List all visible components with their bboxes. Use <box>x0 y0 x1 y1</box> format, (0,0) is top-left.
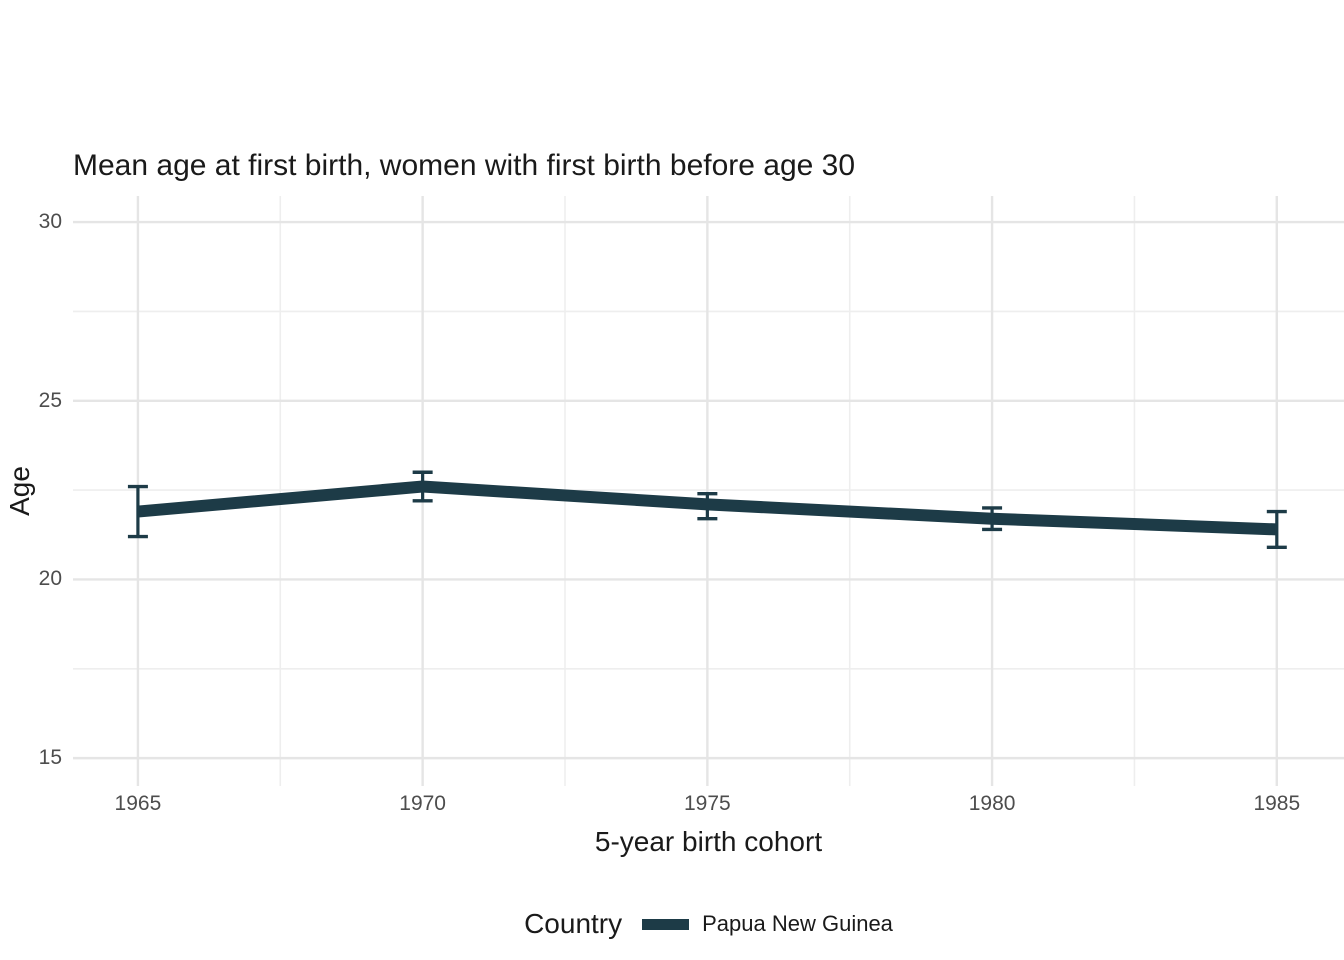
x-tick-label: 1975 <box>684 792 731 815</box>
y-tick-label: 30 <box>38 210 62 234</box>
legend-swatch-line <box>642 918 690 930</box>
x-tick-label: 1980 <box>968 792 1016 815</box>
y-tick-label: 25 <box>38 388 62 412</box>
data-line <box>137 480 1278 536</box>
legend-title: Country <box>524 908 623 939</box>
y-axis-title: Age <box>4 466 35 516</box>
legend: Country Papua New Guinea <box>73 905 1344 943</box>
x-tick-label: 1970 <box>399 792 446 815</box>
legend-item-label: Papua New Guinea <box>702 911 893 936</box>
x-axis-title: 5-year birth cohort <box>594 826 823 857</box>
y-tick-label: 20 <box>38 567 62 591</box>
x-tick-label: 1965 <box>114 792 162 815</box>
x-tick-label: 1985 <box>1253 792 1301 815</box>
y-tick-label: 15 <box>38 746 62 770</box>
chart-title: Mean age at first birth, women with firs… <box>73 149 856 182</box>
